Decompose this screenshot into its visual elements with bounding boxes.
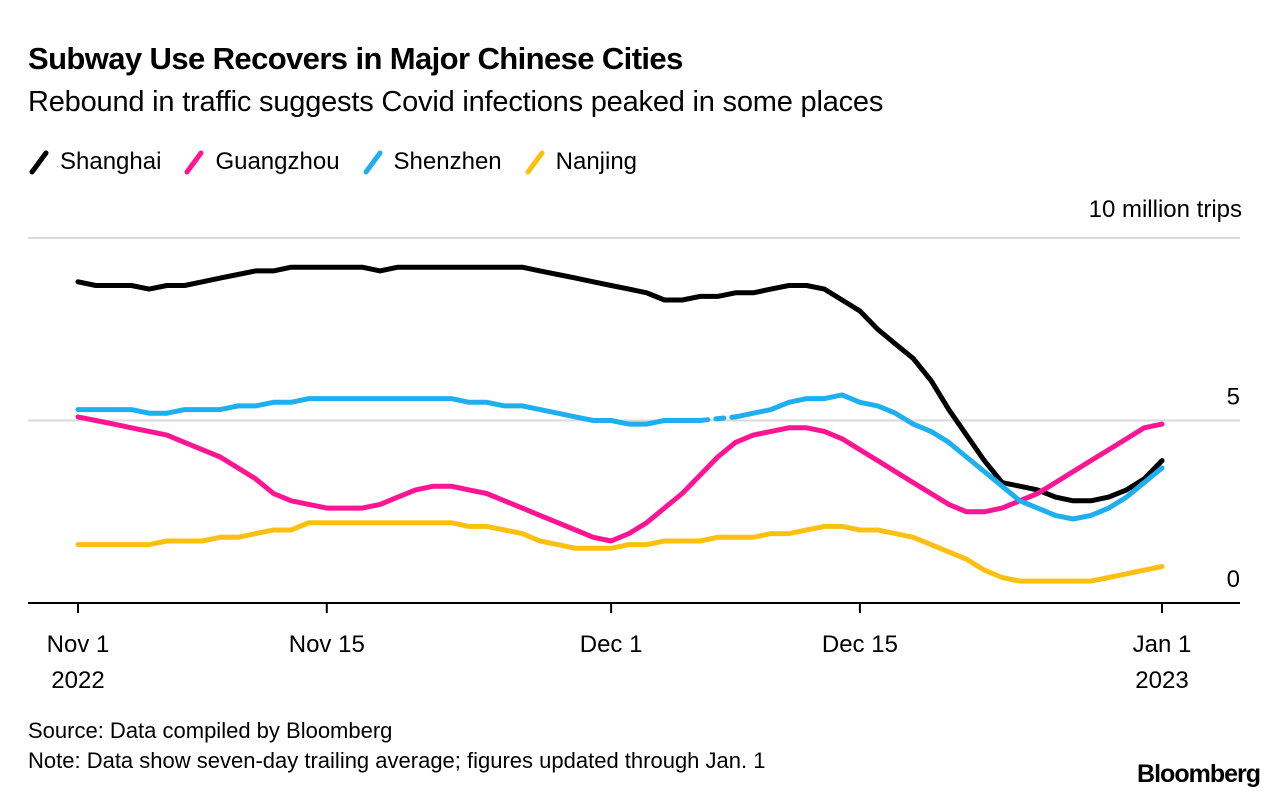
legend-swatch-icon xyxy=(184,150,204,175)
source-note: Source: Data compiled by Bloomberg xyxy=(28,718,393,743)
chart-title: Subway Use Recovers in Major Chinese Cit… xyxy=(28,41,683,76)
y-tick-label: 0 xyxy=(1227,566,1240,593)
legend: Shanghai Guangzhou Shenzhen Nanjing xyxy=(28,148,659,176)
series-line-shenzhen xyxy=(75,396,703,427)
legend-swatch-icon xyxy=(29,150,49,175)
series-line-guangzhou xyxy=(75,414,1165,544)
legend-item-shenzhen: Shenzhen xyxy=(362,148,502,176)
legend-label: Nanjing xyxy=(555,148,638,175)
legend-item-shanghai: Shanghai xyxy=(28,148,161,176)
legend-swatch-icon xyxy=(525,150,545,175)
series-line-shenzhen-gap xyxy=(697,414,739,423)
legend-label: Guangzhou xyxy=(215,148,340,175)
y-tick-label: 5 xyxy=(1227,384,1240,411)
legend-label: Shenzhen xyxy=(393,148,502,175)
legend-label: Shanghai xyxy=(60,148,162,175)
y-axis-unit-label: 10 million trips xyxy=(1088,196,1242,223)
x-tick-label: Nov 15 xyxy=(289,631,365,658)
series-line-nanjing xyxy=(75,520,1165,584)
x-tick-sublabel: 2022 xyxy=(51,667,104,694)
x-tick-sublabel: 2023 xyxy=(1135,667,1188,694)
x-tick-label: Nov 1 xyxy=(47,631,110,658)
x-tick-label: Jan 1 xyxy=(1133,631,1192,658)
chart-subtitle: Rebound in traffic suggests Covid infect… xyxy=(28,86,884,118)
x-tick-label: Dec 15 xyxy=(822,631,898,658)
data-note: Note: Data show seven-day trailing avera… xyxy=(28,748,766,773)
series-line-shenzhen xyxy=(733,392,1165,522)
x-tick-label: Dec 1 xyxy=(580,631,643,658)
legend-swatch-icon xyxy=(363,150,383,175)
series-line-shanghai xyxy=(75,264,1165,504)
legend-item-nanjing: Nanjing xyxy=(524,148,637,176)
legend-item-guangzhou: Guangzhou xyxy=(183,148,340,176)
bloomberg-logo: Bloomberg xyxy=(1137,760,1261,788)
